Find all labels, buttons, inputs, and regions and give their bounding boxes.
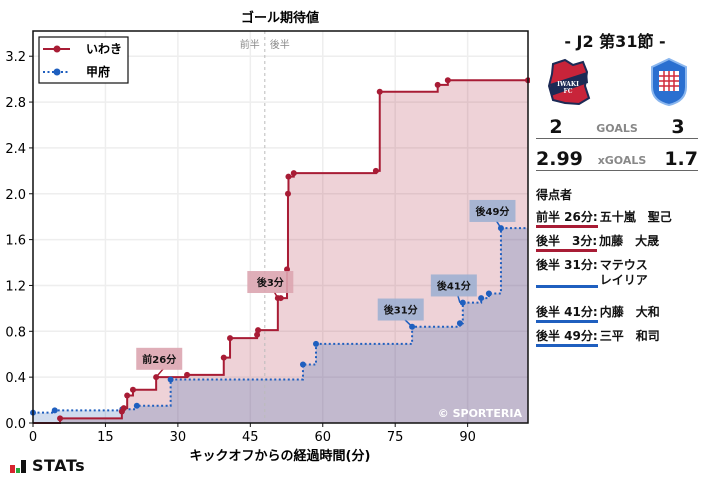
svg-text:45: 45 <box>242 430 259 445</box>
svg-text:後3分: 後3分 <box>257 276 284 289</box>
home-team-logo: IWAKI FC <box>547 58 591 106</box>
svg-text:15: 15 <box>97 430 114 445</box>
svg-text:前26分: 前26分 <box>142 353 176 366</box>
svg-text:キックオフからの経過時間(分): キックオフからの経過時間(分) <box>190 448 371 464</box>
scorer-time: 後半 3分: <box>536 234 598 252</box>
svg-text:1.2: 1.2 <box>5 279 26 294</box>
scorer-item: 前半 26分: 五十嵐 聖己 <box>536 210 672 228</box>
goals-label: GOALS <box>596 122 638 135</box>
svg-text:60: 60 <box>314 430 331 445</box>
svg-text:0.0: 0.0 <box>5 417 26 432</box>
svg-text:ゴール期待値: ゴール期待値 <box>241 10 319 26</box>
bar-chart-icon <box>10 459 26 473</box>
stats-brand: STATs <box>10 456 85 475</box>
scorer-name: 内藤 大和 <box>599 305 660 319</box>
svg-text:いわき: いわき <box>86 42 122 56</box>
scorer-time: 後半 31分: <box>536 258 598 288</box>
home-goals: 2 <box>549 116 563 138</box>
svg-text:90: 90 <box>459 430 476 445</box>
xgoals-row: 2.99 xGOALS 1.7 <box>536 145 698 171</box>
svg-text:後41分: 後41分 <box>437 279 471 292</box>
away-goals: 3 <box>671 116 685 138</box>
svg-text:甲府: 甲府 <box>86 64 110 79</box>
svg-text:3.2: 3.2 <box>5 50 26 65</box>
scorer-time: 前半 26分: <box>536 210 598 228</box>
scorer-item: 後半 41分: 内藤 大和 <box>536 305 660 323</box>
scorer-time: 後半 41分: <box>536 305 598 323</box>
svg-text:前半: 前半 <box>240 38 260 51</box>
svg-text:75: 75 <box>387 430 404 445</box>
scorer-item: 後半 31分: マテウス レイリア <box>536 258 648 288</box>
away-xgoals: 1.7 <box>664 148 698 170</box>
scorer-item: 後半 49分: 三平 和司 <box>536 329 660 347</box>
svg-text:IWAKI: IWAKI <box>557 81 579 88</box>
svg-text:1.6: 1.6 <box>5 234 26 249</box>
home-xgoals: 2.99 <box>536 148 583 170</box>
svg-text:後49分: 後49分 <box>476 205 510 218</box>
svg-text:後31分: 後31分 <box>384 304 418 317</box>
svg-text:後半: 後半 <box>270 38 290 51</box>
svg-text:30: 30 <box>170 430 187 445</box>
xgoals-label: xGOALS <box>597 154 647 167</box>
scorer-name: 五十嵐 聖己 <box>599 210 672 224</box>
svg-text:0: 0 <box>29 430 37 445</box>
goals-row: 2 GOALS 3 <box>536 114 698 139</box>
svg-text:2.0: 2.0 <box>5 188 26 203</box>
svg-text:2.8: 2.8 <box>5 96 26 111</box>
scorers-title: 得点者 <box>536 188 573 202</box>
scorer-item: 後半 3分: 加藤 大晟 <box>536 234 659 252</box>
svg-text:FC: FC <box>563 88 572 95</box>
away-team-logo <box>651 57 687 107</box>
scorer-name: マテウス レイリア <box>599 258 648 287</box>
scorer-name: 三平 和司 <box>599 329 660 343</box>
matchday-title: - J2 第31節 - <box>564 32 666 51</box>
scorer-time: 後半 49分: <box>536 329 598 347</box>
svg-text:0.8: 0.8 <box>5 325 26 340</box>
svg-text:© SPORTERIA: © SPORTERIA <box>438 407 523 420</box>
svg-text:2.4: 2.4 <box>5 142 26 157</box>
scorer-name: 加藤 大晟 <box>599 234 660 248</box>
svg-text:0.4: 0.4 <box>5 371 26 386</box>
stats-label: STATs <box>32 456 86 475</box>
